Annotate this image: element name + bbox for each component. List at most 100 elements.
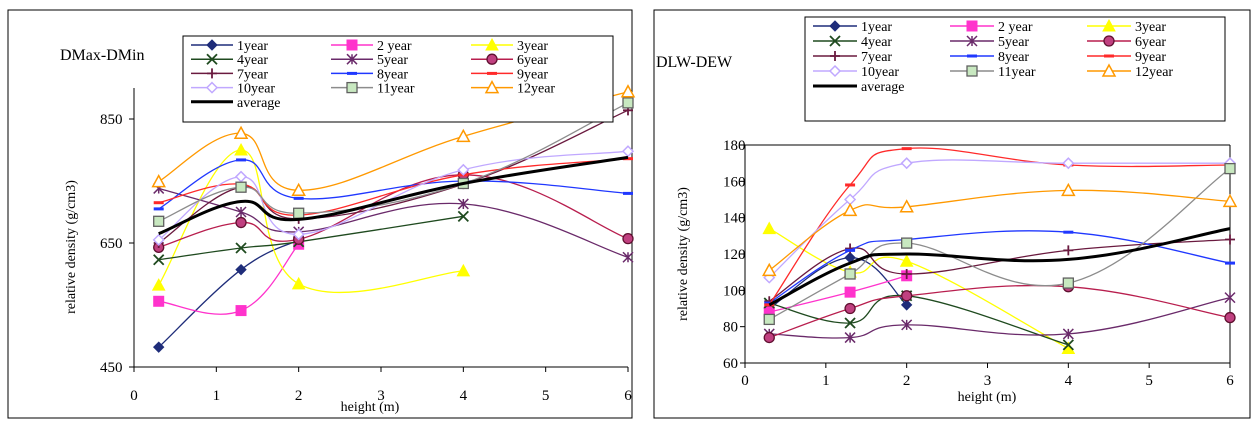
- legend-marker: [1102, 18, 1116, 32]
- series-line-10year: [768, 159, 1230, 279]
- series-line-11year: [158, 102, 629, 222]
- data-point-3year: [234, 142, 248, 156]
- data-point-3year: [151, 278, 166, 291]
- legend-label: 7year: [861, 50, 892, 65]
- series-line-6year: [769, 284, 1231, 339]
- legend-marker: [829, 20, 841, 32]
- data-point-7year: [1063, 245, 1074, 256]
- data-point-6year: [901, 290, 913, 302]
- legend-item-11year: 11year: [331, 82, 415, 97]
- data-point-12year: [1061, 182, 1076, 197]
- legend-marker: [205, 81, 219, 94]
- data-point-5year: [844, 332, 856, 344]
- legend-item-6year: 6year: [471, 53, 548, 68]
- series-12year: [761, 182, 1238, 277]
- data-point-12year: [233, 125, 249, 140]
- data-point-5year: [457, 198, 469, 210]
- data-point-2-year: [235, 305, 247, 317]
- legend: 1year 2 year 3year 4year 5year 6year 7year 8yea…: [182, 35, 614, 123]
- legend-item-3year: 3year: [1087, 18, 1166, 35]
- legend-marker: [966, 65, 978, 77]
- x-tick-label: 3: [984, 373, 992, 389]
- legend-label: 1year: [861, 20, 892, 35]
- legend-item-6year: 6year: [1087, 35, 1166, 50]
- legend-marker: [830, 51, 840, 61]
- legend-marker: [485, 37, 499, 51]
- series-line-12year: [768, 189, 1231, 271]
- x-tick-label: 4: [1065, 373, 1073, 389]
- y-tick-label: 650: [100, 236, 123, 252]
- data-point-12year: [620, 84, 636, 98]
- chart-panel-dmax-dmin: 450 650 850 0 1 2 3 4 5 6 relative density (g/cm3)…: [7, 9, 636, 419]
- legend-marker: [486, 53, 498, 65]
- data-point-11year: [1224, 162, 1236, 175]
- x-tick-label: 3: [377, 388, 385, 404]
- legend-label: 11year: [998, 65, 1036, 80]
- legend-item-1year: 1year: [813, 20, 892, 35]
- series-10year: [152, 145, 635, 246]
- legend-label: 6year: [1135, 35, 1166, 50]
- data-point-11year: [153, 215, 165, 227]
- legend-marker: [484, 80, 500, 94]
- legend-marker: [1101, 63, 1117, 77]
- series-average: [158, 155, 629, 236]
- data-point-7year: [901, 268, 912, 279]
- legend-label: 8year: [377, 67, 408, 82]
- data-point-5year: [235, 206, 247, 218]
- data-point-5year: [622, 251, 634, 263]
- legend-item-average: average: [191, 96, 281, 111]
- legend-label: 4year: [861, 35, 892, 50]
- legend-label: 2 year: [998, 20, 1033, 35]
- y-tick-label: 100: [723, 283, 746, 299]
- data-point-4year: [1062, 339, 1074, 351]
- series-line-3year: [768, 228, 1069, 350]
- data-point-12year: [151, 174, 166, 188]
- legend-item-8year: 8year: [331, 67, 408, 82]
- data-point-1year: [900, 299, 913, 311]
- legend-label: 11year: [377, 82, 415, 97]
- x-tick-label: 6: [624, 388, 632, 404]
- legend-marker: [207, 68, 217, 79]
- x-axis-title: height (m): [341, 400, 400, 415]
- legend-label: average: [861, 80, 905, 95]
- y-tick-label: 60: [723, 356, 738, 372]
- data-point-5year: [1224, 292, 1236, 304]
- legend-item-10year: 10year: [813, 64, 899, 80]
- series-7year: [764, 234, 1235, 307]
- data-point-3year: [456, 263, 471, 277]
- data-point-6year: [844, 302, 856, 315]
- data-point-4year: [235, 242, 247, 254]
- legend-label: 5year: [377, 53, 408, 68]
- legend-label: 3year: [1135, 20, 1166, 35]
- legend-item-2-year: 2 year: [950, 20, 1033, 35]
- data-point-4year: [844, 317, 856, 329]
- legend-label: 4year: [237, 53, 268, 68]
- legend-item-8year: 8year: [950, 50, 1029, 65]
- series-3year: [151, 142, 471, 294]
- data-point-8year: [153, 207, 164, 211]
- series-line-3year: [158, 149, 464, 294]
- legend-item-average: average: [813, 80, 905, 95]
- y-tick-label: 450: [100, 360, 123, 376]
- legend-box: [804, 16, 1226, 122]
- data-point-1year: [235, 263, 247, 276]
- chart-title: DMax-DMin: [60, 47, 144, 64]
- x-tick-label: 0: [130, 388, 138, 404]
- legend-item-4year: 4year: [191, 53, 268, 68]
- data-point-9year: [901, 147, 912, 151]
- legend-item-3year: 3year: [471, 37, 548, 54]
- legend-marker: [967, 54, 977, 58]
- legend-item-5year: 5year: [331, 53, 408, 68]
- data-point-6year: [763, 331, 775, 344]
- y-tick-label: 160: [723, 174, 746, 190]
- legend-marker: [346, 53, 358, 65]
- series-line-4year: [158, 215, 464, 261]
- x-tick-label: 5: [1145, 373, 1153, 389]
- legend-label: 5year: [998, 35, 1029, 50]
- legend-marker: [828, 64, 842, 78]
- data-point-10year: [152, 233, 165, 246]
- legend-item-4year: 4year: [813, 35, 892, 50]
- y-tick-label: 80: [723, 320, 738, 336]
- x-tick-label: 6: [1226, 373, 1234, 389]
